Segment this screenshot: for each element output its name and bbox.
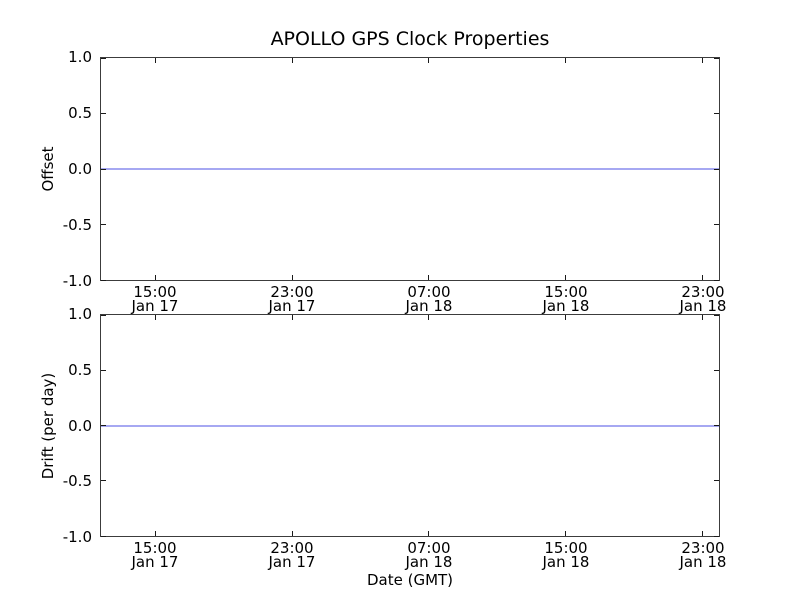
x-tick-mark [701,315,703,320]
x-tick-date: Jan 17 [268,297,316,315]
x-tick-mark [564,531,566,536]
x-tick-time: 15:00 [544,283,588,301]
y-tick-label: 0.0 [68,160,92,178]
x-tick-date: Jan 18 [542,297,590,315]
x-tick-date: Jan 17 [268,553,316,571]
y-tick-mark [101,369,106,371]
x-tick-label: 07:00 Jan 18 [384,539,474,571]
x-tick-label: 07:00 Jan 18 [384,283,474,315]
x-tick-mark [155,275,157,280]
y-tick-mark [101,57,106,59]
x-tick-mark [291,531,293,536]
y-tick-label: 0.5 [68,360,92,379]
y-tick-label: 0.5 [68,104,92,122]
x-tick-time: 23:00 [681,539,725,557]
x-tick-mark [428,275,430,280]
x-tick-mark [564,315,566,320]
y-tick-mark [714,168,719,170]
y-tick-label: -0.5 [62,216,92,234]
y-tick-mark [714,279,719,281]
x-tick-date: Jan 18 [542,553,590,571]
y-tick-mark [101,535,106,537]
y-tick-mark [101,480,106,482]
x-tick-date: Jan 18 [679,553,727,571]
y-tick-label: -1.0 [62,528,92,546]
y-tick-mark [714,314,719,316]
x-tick-mark [291,315,293,320]
x-tick-date: Jan 18 [405,297,453,315]
x-tick-time: 07:00 [407,283,451,301]
y-tick-mark [714,113,719,114]
x-tick-time: 23:00 [270,283,314,301]
y-tick-mark [101,279,106,281]
y-tick-mark [714,57,719,59]
chart-title: APOLLO GPS Clock Properties [270,28,550,50]
x-tick-label: 15:00 Jan 17 [110,539,200,571]
x-tick-label: 15:00 Jan 18 [521,539,611,571]
y-tick-mark [101,224,106,225]
y-axis-label: Offset [39,146,57,192]
y-tick-label: 1.0 [68,305,92,323]
axes-drift [100,314,720,537]
x-tick-time: 15:00 [133,539,177,557]
x-tick-mark [155,58,157,63]
x-tick-date: Jan 18 [679,297,727,315]
x-tick-time: 15:00 [544,539,588,557]
x-tick-date: Jan 17 [131,297,179,315]
y-tick-mark [714,369,719,371]
x-tick-mark [701,58,703,63]
y-tick-mark [714,535,719,537]
x-tick-mark [428,315,430,320]
y-tick-label: -1.0 [62,272,92,290]
x-tick-mark [701,275,703,280]
y-tick-label: -0.5 [62,472,92,491]
x-tick-label: 15:00 Jan 17 [110,283,200,315]
data-line-drift-per-day- [101,424,719,427]
y-tick-mark [101,425,106,426]
x-tick-label: 23:00 Jan 17 [247,539,337,571]
x-tick-time: 23:00 [681,283,725,301]
y-tick-mark [714,425,719,426]
x-tick-label: 23:00 Jan 18 [658,539,748,571]
y-tick-mark [714,480,719,482]
x-axis-label: Date (GMT) [366,571,454,589]
x-tick-label: 23:00 Jan 18 [658,283,748,315]
x-tick-mark [155,315,157,320]
x-tick-label: 23:00 Jan 17 [247,283,337,315]
y-tick-mark [101,314,106,316]
x-tick-time: 23:00 [270,539,314,557]
y-tick-mark [101,168,106,170]
x-tick-label: 15:00 Jan 18 [521,283,611,315]
x-tick-time: 07:00 [407,539,451,557]
y-axis-label: Drift (per day) [39,372,57,479]
axes-offset [100,57,720,281]
x-tick-date: Jan 17 [131,553,179,571]
x-tick-mark [155,531,157,536]
y-tick-mark [101,113,106,114]
x-tick-mark [291,275,293,280]
x-tick-time: 15:00 [133,283,177,301]
y-tick-mark [714,224,719,225]
y-tick-label: 1.0 [68,48,92,66]
x-tick-mark [564,275,566,280]
x-tick-mark [291,58,293,63]
x-tick-mark [701,531,703,536]
x-tick-mark [428,58,430,63]
y-tick-label: 0.0 [68,416,92,435]
x-tick-date: Jan 18 [405,553,453,571]
data-line-offset [101,168,719,170]
x-tick-mark [564,58,566,63]
x-tick-mark [428,531,430,536]
